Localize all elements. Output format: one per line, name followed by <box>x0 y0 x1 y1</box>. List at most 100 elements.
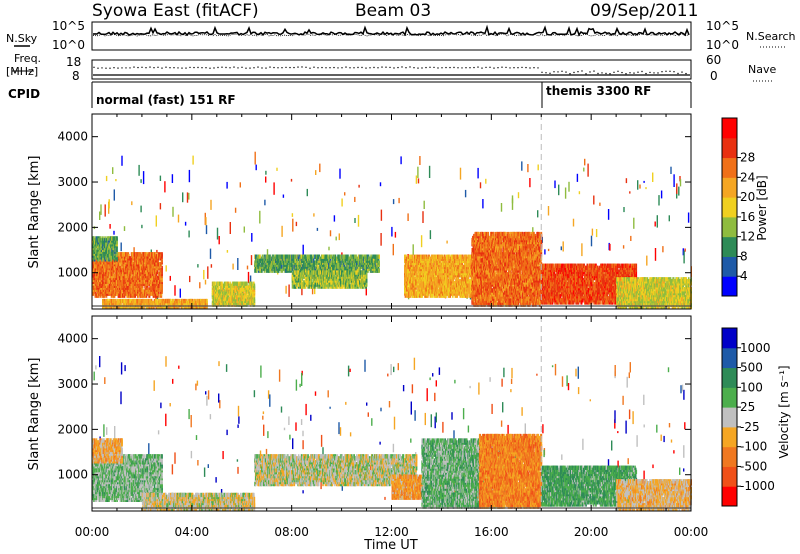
echo-cell <box>112 167 114 174</box>
echo-cell <box>246 265 249 270</box>
echo-cell <box>595 229 598 238</box>
echo-cell <box>668 215 670 222</box>
echo-cell <box>380 233 382 246</box>
nave-point <box>541 71 543 74</box>
echo-cell <box>128 256 131 261</box>
echo-cell <box>564 187 567 199</box>
echo-cell <box>143 279 146 284</box>
echo-cell <box>178 298 181 304</box>
echo-cell <box>293 264 296 269</box>
echo-cell <box>394 231 397 238</box>
nave-point <box>281 67 283 69</box>
echo-cell <box>379 182 382 187</box>
echo-cell <box>155 215 157 227</box>
echo-cell <box>554 180 556 189</box>
echo-cell <box>114 298 117 304</box>
echo-cell <box>161 277 163 283</box>
echo-cell <box>116 236 118 241</box>
echo-cell <box>428 165 431 178</box>
echo-cell <box>188 230 190 238</box>
echo-cell <box>205 217 207 226</box>
nave-point <box>621 71 623 74</box>
nave-point <box>113 67 115 69</box>
echo-cell <box>239 289 242 294</box>
echo-cell <box>159 203 162 210</box>
echo-cell <box>407 213 409 221</box>
echo-cell <box>156 249 158 254</box>
nave-point <box>657 72 659 74</box>
echo-cell <box>156 300 159 306</box>
echo-cell <box>547 206 550 216</box>
nave-point <box>637 71 639 73</box>
echo-cell <box>630 235 632 241</box>
echo-cell <box>558 184 560 196</box>
freq-label-1: Freq. <box>14 52 41 65</box>
nave-point <box>629 72 631 74</box>
echo-cell <box>104 204 106 217</box>
echo-cell <box>237 258 239 270</box>
nave-point <box>585 73 587 75</box>
echo-cell <box>317 264 319 269</box>
nave-point <box>501 66 503 68</box>
nave-point <box>633 72 635 74</box>
echo-cell <box>415 175 418 184</box>
nave-point <box>409 66 411 68</box>
nave-point <box>173 67 175 69</box>
nave-point <box>445 66 447 69</box>
nave-point <box>197 66 199 69</box>
nave-point <box>393 67 395 69</box>
nave-point <box>469 67 471 69</box>
nave-point <box>429 66 431 69</box>
nave-point <box>209 67 211 69</box>
nave-point <box>425 66 427 69</box>
power-heatmap-cells <box>92 114 692 310</box>
nave-point <box>597 72 599 75</box>
echo-cell <box>164 181 166 193</box>
nave-point <box>373 66 375 69</box>
nave-point <box>437 67 439 69</box>
cpid-entry-themis: themis 3300 RF <box>546 84 651 98</box>
echo-cell <box>412 244 414 256</box>
echo-cell <box>629 191 631 194</box>
nave-point <box>653 72 655 74</box>
echo-cell <box>161 265 163 271</box>
echo-cell <box>398 197 400 204</box>
nave-point <box>465 67 467 69</box>
echo-cell <box>339 168 341 179</box>
nave-point <box>157 66 159 69</box>
echo-cell <box>198 298 200 304</box>
nave-point <box>301 66 303 68</box>
noise-panel-frame <box>91 21 692 51</box>
echo-cell <box>290 266 292 271</box>
nave-point <box>549 72 551 75</box>
echo-cell <box>329 230 332 237</box>
echo-cell <box>95 249 97 254</box>
echo-cell <box>172 298 175 304</box>
echo-cell <box>294 270 296 275</box>
nave-point <box>497 67 499 69</box>
echo-cell <box>126 302 129 308</box>
echo-cell <box>281 225 283 237</box>
echo-cell <box>660 190 663 199</box>
nave-point <box>457 67 459 69</box>
noise-tick-top-right: 10^5 <box>706 19 739 33</box>
echo-cell <box>678 186 680 196</box>
echo-cell <box>269 254 271 259</box>
echo-cell <box>181 298 184 304</box>
echo-cell <box>216 227 219 240</box>
echo-cell <box>391 226 393 237</box>
nave-point <box>513 67 515 69</box>
echo-cell <box>341 198 343 207</box>
echo-cell <box>578 191 581 195</box>
echo-cell <box>354 196 356 202</box>
echo-cell <box>197 264 199 268</box>
echo-cell <box>310 254 312 259</box>
echo-cell <box>527 164 529 173</box>
echo-cell <box>109 224 111 229</box>
echo-cell <box>116 247 118 252</box>
echo-cell <box>105 242 107 247</box>
noise-tick-bottom-left: 10^0 <box>52 38 85 52</box>
nave-point <box>461 67 463 69</box>
echo-cell <box>581 243 583 257</box>
echo-cell <box>378 268 380 273</box>
